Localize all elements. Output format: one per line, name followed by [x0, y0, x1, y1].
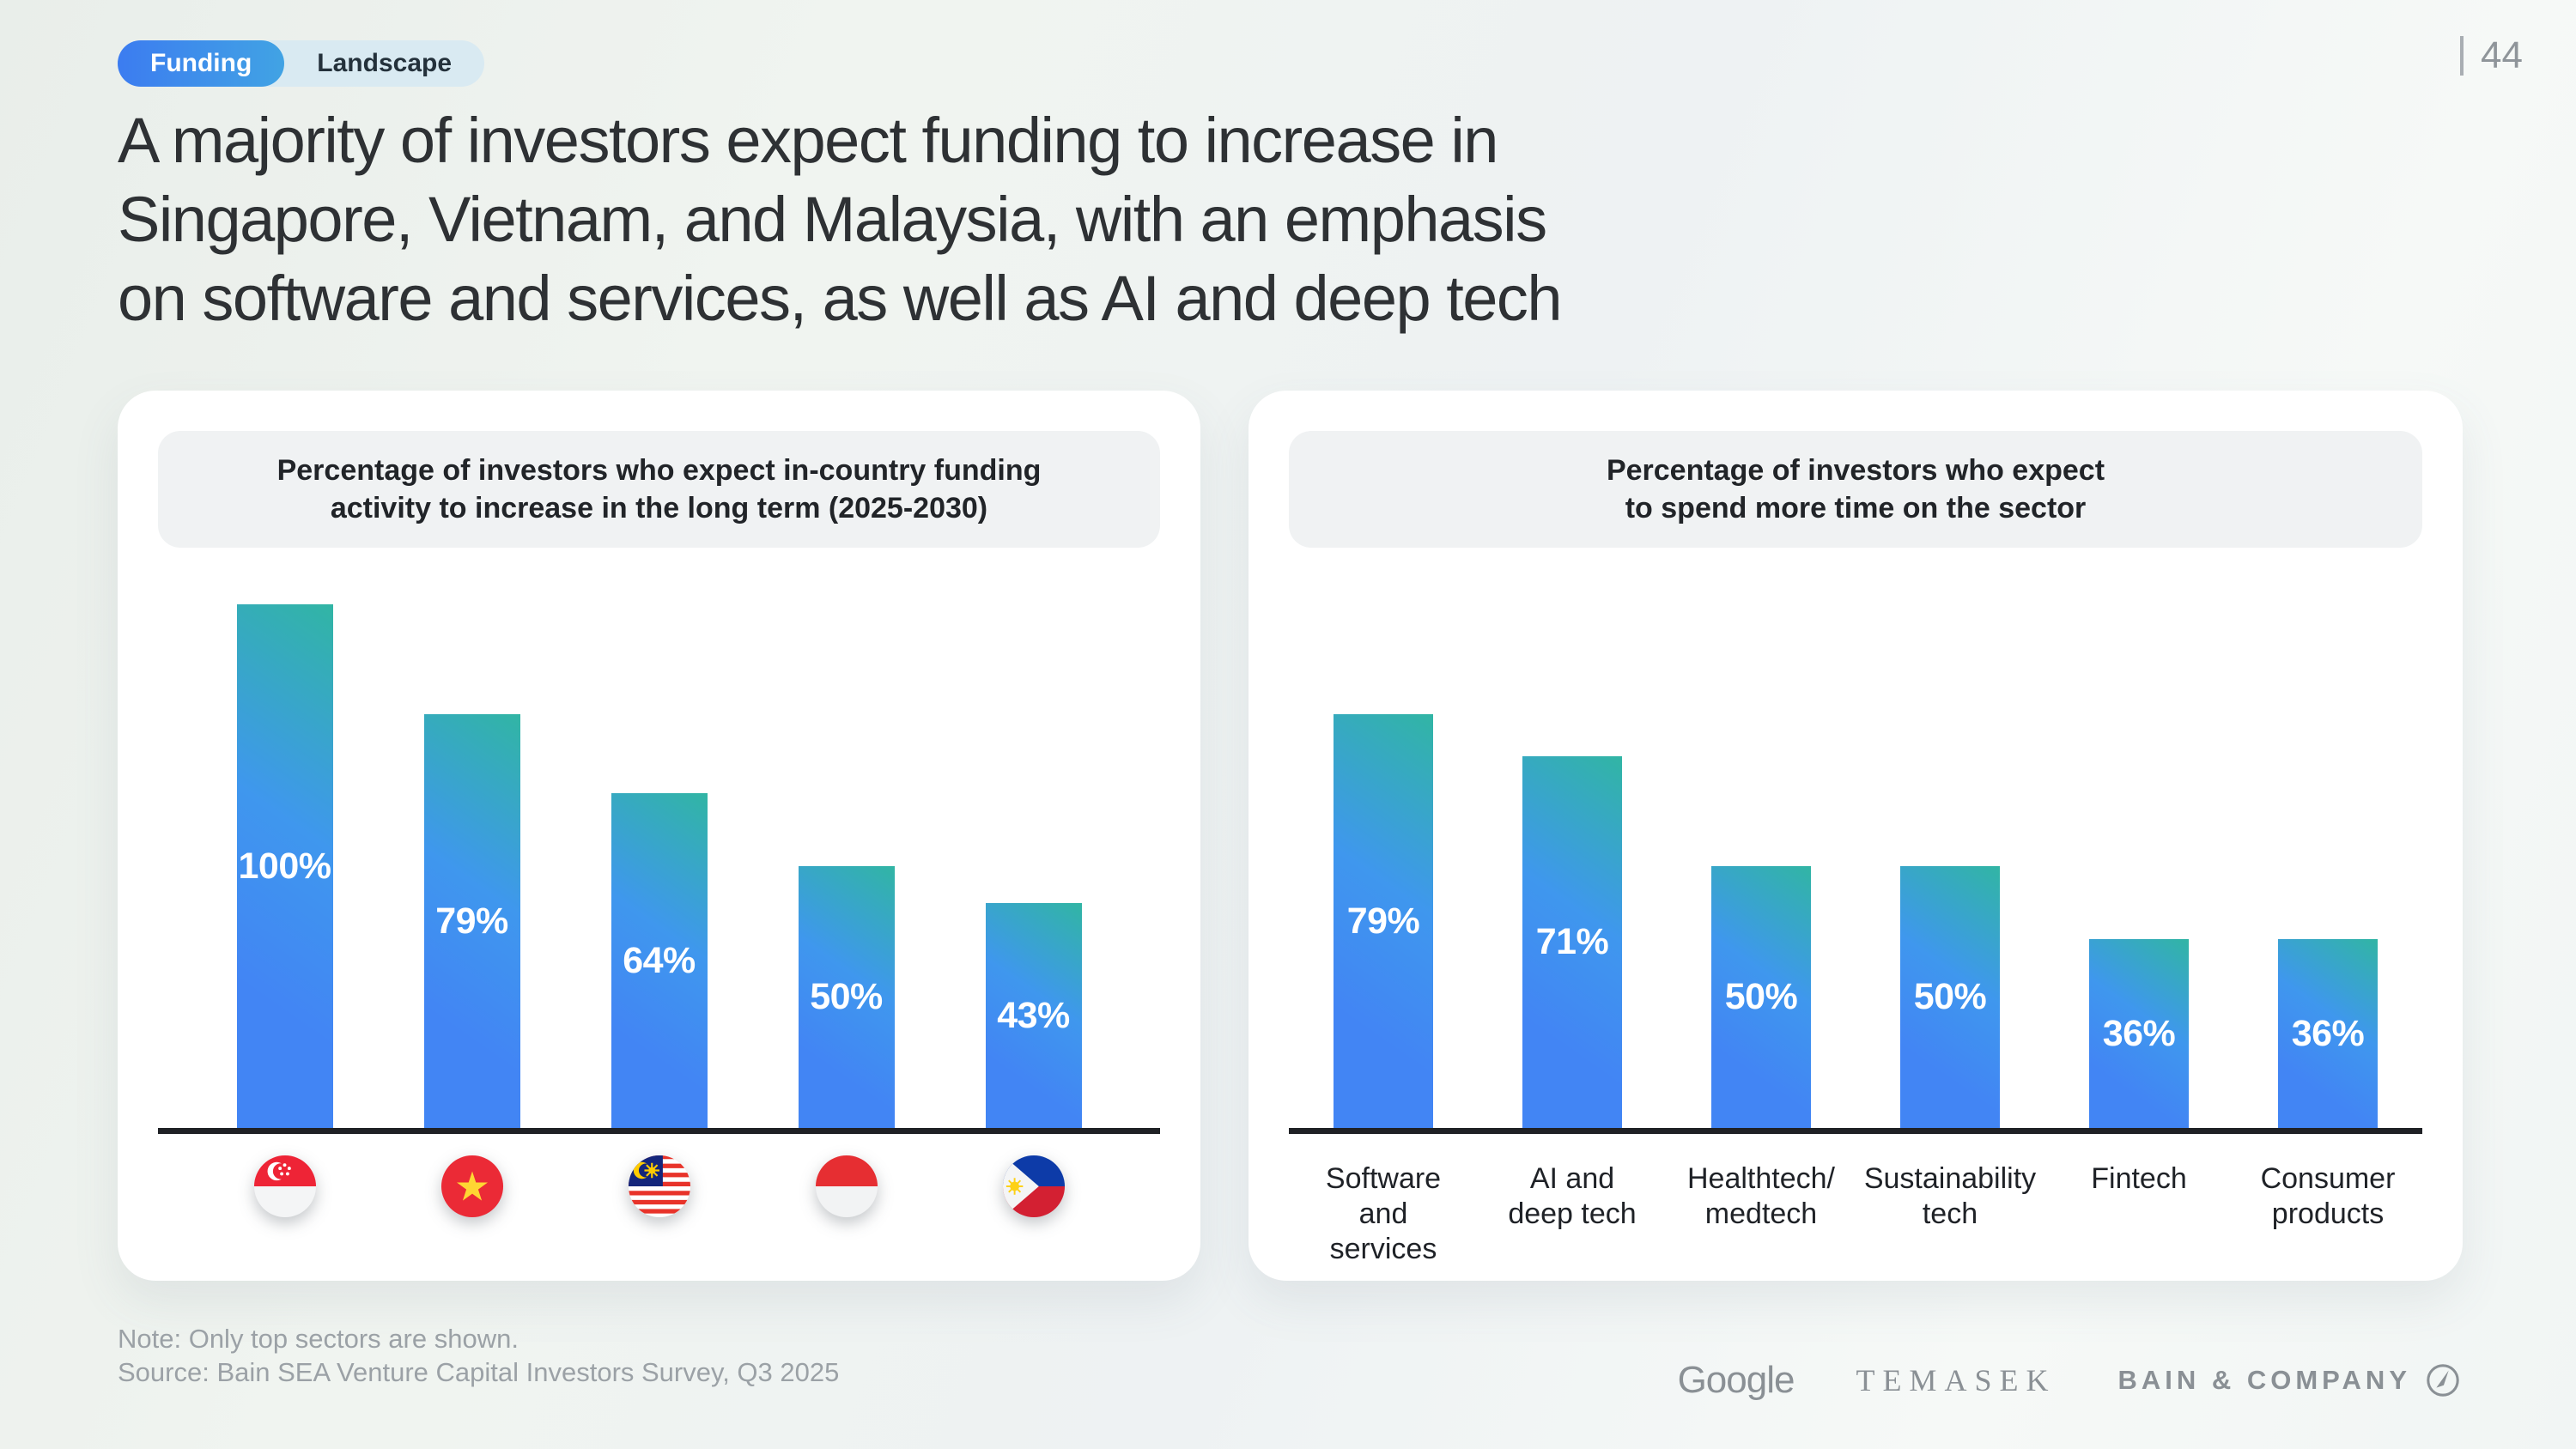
country-funding-chart-panel: Percentage of investors who expect in-co…	[118, 391, 1200, 1281]
category-label-sustainability-tech: Sustainability tech	[1863, 1162, 2037, 1230]
bar-value-label-singapore: 100%	[238, 845, 331, 887]
bar-column-sustainability-tech: 50%	[1856, 604, 2044, 1128]
bar-column-singapore: 100%	[191, 604, 379, 1128]
category-label-healthtech-medtech: Healthtech/medtech	[1687, 1162, 1835, 1230]
right-chart-title-line-2: to spend more time on the sector	[1625, 492, 2087, 524]
category-label-consumer-products: Consumer products	[2260, 1162, 2396, 1230]
bars-row: 100% 79% 64% 50% 43%	[191, 604, 1127, 1128]
bar-value-label-vietnam: 79%	[435, 900, 508, 942]
bar-value-label-indonesia: 50%	[810, 976, 883, 1017]
slide-title-line-1: A majority of investors expect funding t…	[118, 105, 1498, 176]
slide-title: A majority of investors expect funding t…	[118, 101, 1563, 338]
bain-company-logo: BAIN & COMPANY	[2117, 1362, 2461, 1398]
category-label-fintech: Fintech	[2091, 1162, 2187, 1195]
category-flag-malaysia	[566, 1155, 753, 1218]
bar-value-label-software-and-services: 79%	[1346, 900, 1420, 942]
bar-malaysia: 64%	[611, 793, 708, 1128]
right-chart-title: Percentage of investors who expect to sp…	[1289, 431, 2422, 548]
bar-software-and-services: 79%	[1334, 714, 1433, 1128]
bar-column-software-and-services: 79%	[1289, 604, 1478, 1128]
bar-consumer-products: 36%	[2278, 939, 2378, 1128]
bar-value-label-philippines: 43%	[997, 994, 1070, 1036]
bar-column-philippines: 43%	[940, 604, 1127, 1128]
bar-value-label-fintech: 36%	[2102, 1012, 2176, 1054]
country-funding-bar-chart: 100% 79% 64% 50% 43%	[158, 604, 1160, 1128]
bar-singapore: 100%	[236, 604, 333, 1128]
bain-company-logo-text: BAIN & COMPANY	[2117, 1365, 2411, 1395]
sector-time-bar-chart: 79% 71% 50% 50% 36% 36%	[1289, 604, 2422, 1128]
flag-philippines-icon	[1002, 1155, 1065, 1218]
bar-value-label-malaysia: 64%	[623, 939, 696, 981]
category-label-ai-and-deep-tech: AI and deep tech	[1508, 1162, 1637, 1230]
bar-column-malaysia: 64%	[566, 604, 753, 1128]
page-number: 44	[2460, 34, 2523, 77]
note-line: Note: Only top sectors are shown.	[118, 1324, 519, 1354]
sector-time-chart-panel: Percentage of investors who expect to sp…	[1249, 391, 2463, 1281]
bar-column-consumer-products: 36%	[2233, 604, 2422, 1128]
flag-vietnam-icon	[440, 1155, 503, 1218]
x-axis-line	[1289, 1128, 2422, 1134]
flag-indonesia-icon	[815, 1155, 878, 1218]
bar-sustainability-tech: 50%	[1900, 866, 2000, 1128]
bars-row: 79% 71% 50% 50% 36% 36%	[1289, 604, 2422, 1128]
bar-value-label-ai-and-deep-tech: 71%	[1535, 921, 1609, 962]
bar-value-label-healthtech-medtech: 50%	[1724, 976, 1798, 1017]
category-label-software-and-services: Software and services	[1325, 1162, 1442, 1265]
bar-value-label-sustainability-tech: 50%	[1913, 976, 1987, 1017]
bain-compass-icon	[2427, 1364, 2459, 1397]
bar-column-indonesia: 50%	[753, 604, 940, 1128]
bar-vietnam: 79%	[423, 714, 520, 1128]
google-logo: Google	[1677, 1359, 1795, 1401]
charts-row: Percentage of investors who expect in-co…	[118, 391, 2463, 1281]
bar-column-healthtech-medtech: 50%	[1667, 604, 1856, 1128]
bar-value-label-consumer-products: 36%	[2291, 1012, 2365, 1054]
temasek-logo: TEMASEK	[1856, 1363, 2057, 1397]
footnotes: Note: Only top sectors are shown. Source…	[118, 1322, 839, 1389]
flag-singapore-icon	[253, 1155, 316, 1218]
tab-landscape[interactable]: Landscape	[317, 49, 453, 77]
category-row	[191, 1155, 1127, 1218]
right-chart-title-line-1: Percentage of investors who expect	[1606, 454, 2105, 487]
source-line: Source: Bain SEA Venture Capital Investo…	[118, 1357, 840, 1387]
category-flag-indonesia	[753, 1155, 940, 1218]
bar-column-vietnam: 79%	[379, 604, 566, 1128]
flag-malaysia-icon	[628, 1155, 690, 1218]
bar-philippines: 43%	[985, 903, 1082, 1128]
page-number-divider	[2460, 36, 2464, 76]
left-chart-title: Percentage of investors who expect in-co…	[158, 431, 1160, 548]
left-chart-title-line-1: Percentage of investors who expect in-co…	[276, 454, 1042, 487]
brand-logos: Google TEMASEK BAIN & COMPANY	[1678, 1359, 2461, 1402]
bar-ai-and-deep-tech: 71%	[1522, 756, 1622, 1128]
category-flag-vietnam	[379, 1155, 566, 1218]
tab-funding[interactable]: Funding	[118, 40, 285, 87]
category-row: Software and services AI and deep tech Health…	[1289, 1155, 2422, 1267]
slide-title-line-3: on software and services, as well as AI …	[118, 263, 1563, 334]
slide-title-line-2: Singapore, Vietnam, and Malaysia, with a…	[118, 184, 1547, 255]
bar-column-fintech: 36%	[2044, 604, 2233, 1128]
page-number-value: 44	[2481, 34, 2523, 76]
category-flag-singapore	[191, 1155, 379, 1218]
x-axis-line	[158, 1128, 1160, 1134]
left-chart-title-line-2: activity to increase in the long term (2…	[330, 492, 988, 524]
bar-fintech: 36%	[2089, 939, 2189, 1128]
category-flag-philippines	[940, 1155, 1127, 1218]
bar-indonesia: 50%	[798, 866, 895, 1128]
bar-healthtech-medtech: 50%	[1711, 866, 1811, 1128]
view-toggle: Funding Landscape	[118, 40, 485, 87]
bar-column-ai-and-deep-tech: 71%	[1478, 604, 1667, 1128]
